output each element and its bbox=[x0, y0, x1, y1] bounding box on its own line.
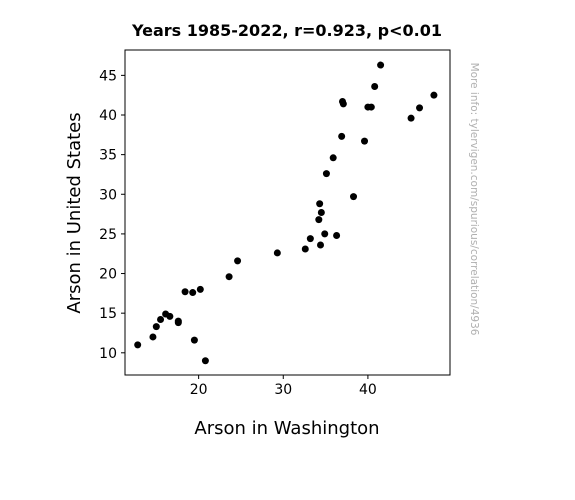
data-point bbox=[430, 91, 438, 99]
data-point bbox=[201, 357, 209, 365]
x-axis: 20 30 40 bbox=[190, 375, 377, 398]
x-tick-label: 30 bbox=[274, 382, 292, 398]
data-point bbox=[174, 319, 182, 327]
data-point bbox=[196, 285, 204, 293]
y-tick-label: 25 bbox=[99, 227, 117, 243]
data-point bbox=[350, 193, 358, 201]
x-tick-label: 20 bbox=[190, 382, 208, 398]
data-point bbox=[166, 312, 174, 320]
y-axis-label: Arson in United States bbox=[64, 112, 85, 313]
data-point bbox=[367, 103, 375, 111]
data-point bbox=[338, 132, 346, 140]
data-point bbox=[190, 336, 198, 344]
data-point bbox=[189, 289, 197, 297]
y-tick-label: 10 bbox=[99, 346, 117, 362]
data-point bbox=[321, 230, 329, 238]
x-axis-label: Arson in Washington bbox=[194, 418, 379, 439]
data-point bbox=[234, 257, 242, 265]
data-point bbox=[322, 170, 330, 178]
data-point bbox=[361, 137, 369, 145]
source-note: More info: tylervigen.com/spurious/corre… bbox=[468, 63, 480, 336]
y-tick-label: 40 bbox=[99, 108, 117, 124]
y-tick-label: 45 bbox=[99, 68, 117, 84]
data-point bbox=[316, 200, 324, 208]
chart-title: Years 1985-2022, r=0.923, p<0.01 bbox=[131, 21, 442, 40]
data-point bbox=[329, 154, 337, 162]
y-axis: 10 15 20 25 30 35 40 45 bbox=[99, 68, 125, 362]
data-point bbox=[134, 341, 142, 349]
data-point bbox=[306, 235, 314, 243]
data-point bbox=[371, 82, 379, 90]
data-point bbox=[377, 61, 385, 69]
y-tick-label: 35 bbox=[99, 148, 117, 164]
y-tick-label: 30 bbox=[99, 187, 117, 203]
data-point bbox=[317, 241, 325, 249]
data-point bbox=[333, 231, 341, 239]
y-tick-label: 15 bbox=[99, 306, 117, 322]
data-point bbox=[273, 249, 281, 257]
data-points bbox=[134, 61, 438, 365]
plot-area: 20 30 40 10 15 20 25 30 35 40 45 bbox=[99, 49, 451, 398]
y-tick-label: 20 bbox=[99, 267, 117, 283]
data-point bbox=[315, 216, 323, 224]
data-point bbox=[407, 114, 415, 122]
plot-frame bbox=[124, 49, 451, 376]
x-tick-label: 40 bbox=[359, 382, 377, 398]
data-point bbox=[317, 209, 325, 216]
data-point bbox=[301, 245, 309, 253]
data-point bbox=[157, 316, 165, 324]
data-point bbox=[339, 100, 347, 108]
data-point bbox=[225, 273, 233, 281]
data-point bbox=[149, 333, 157, 341]
data-point bbox=[416, 104, 424, 112]
data-point bbox=[152, 323, 160, 331]
data-point bbox=[181, 288, 189, 296]
